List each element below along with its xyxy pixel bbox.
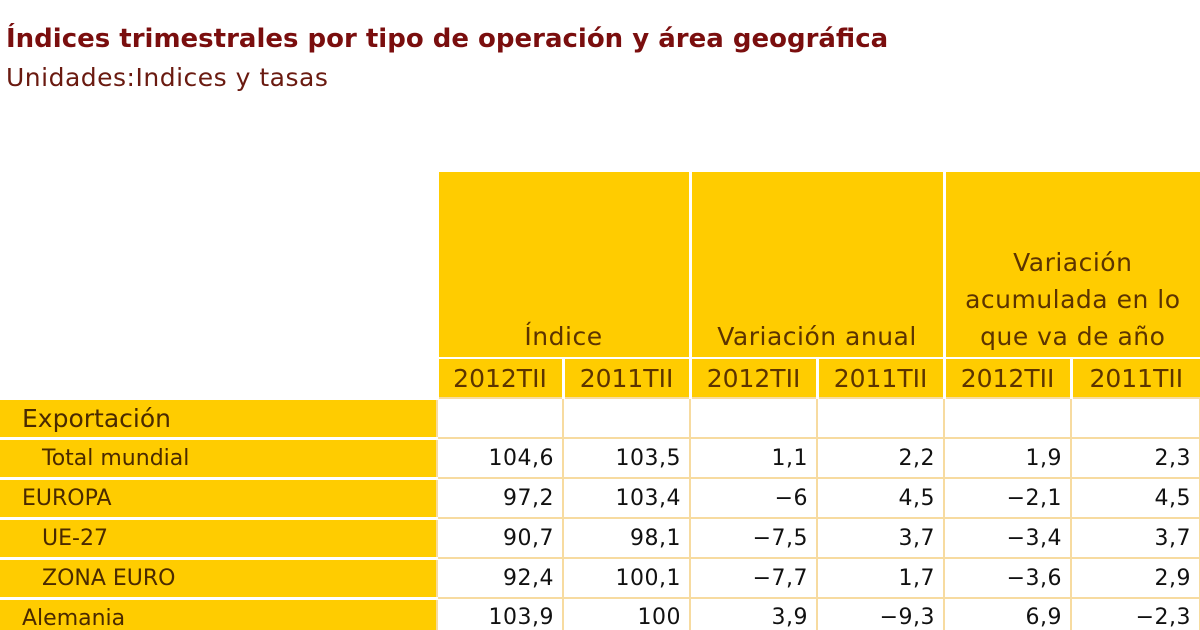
cell-value: 103,9	[436, 597, 564, 630]
cell-value: 1,1	[689, 437, 819, 479]
table-row: EUROPA 97,2 103,4 −6 4,5 −2,1 4,5	[0, 476, 1200, 519]
sub-header: 2011TII	[1069, 357, 1200, 398]
sub-header: 2011TII	[561, 357, 691, 398]
data-table: Índice Variación anual Variación acumula…	[0, 172, 1200, 630]
cell-value: −6	[689, 477, 819, 519]
title: Índices trimestrales por tipo de operaci…	[6, 24, 889, 54]
cell-value: 4,5	[1070, 477, 1200, 519]
cell-value: −7,5	[689, 517, 819, 559]
table-row: Exportación	[0, 396, 1200, 439]
cell-value	[816, 397, 946, 439]
cell-value: 3,7	[816, 517, 946, 559]
cell-value: 1,9	[943, 437, 1073, 479]
cell-value: 90,7	[436, 517, 564, 559]
cell-value	[1070, 397, 1200, 439]
group-header: Índice	[435, 172, 691, 358]
cell-value: 103,4	[561, 477, 692, 519]
cell-value: 98,1	[561, 517, 692, 559]
row-label: Exportación	[0, 396, 437, 438]
cell-value: 97,2	[436, 477, 564, 519]
cell-value: −3,6	[943, 557, 1073, 599]
cell-value: −2,3	[1070, 597, 1200, 630]
table-row: UE-27 90,7 98,1 −7,5 3,7 −3,4 3,7	[0, 516, 1200, 559]
cell-value	[689, 397, 819, 439]
table-row: Alemania 103,9 100 3,9 −9,3 6,9 −2,3	[0, 596, 1200, 630]
sub-header: 2012TII	[435, 357, 563, 398]
cell-value: 2,2	[816, 437, 946, 479]
group-header-row: Índice Variación anual Variación acumula…	[0, 172, 1200, 358]
cell-value: 3,7	[1070, 517, 1200, 559]
corner	[0, 358, 437, 398]
row-label: Total mundial	[0, 436, 437, 478]
cell-value: 2,9	[1070, 557, 1200, 599]
group-header: Variación anual	[688, 172, 945, 358]
cell-value: 3,9	[689, 597, 819, 630]
cell-value	[561, 397, 692, 439]
corner	[0, 172, 437, 358]
subtitle: Unidades:Indices y tasas	[6, 63, 329, 92]
table-row: ZONA EURO 92,4 100,1 −7,7 1,7 −3,6 2,9	[0, 556, 1200, 599]
sub-header-row: 2012TII 2011TII 2012TII 2011TII 2012TII …	[0, 357, 1200, 398]
cell-value	[436, 397, 564, 439]
cell-value: 2,3	[1070, 437, 1200, 479]
row-label: UE-27	[0, 516, 437, 558]
sub-header: 2011TII	[815, 357, 945, 398]
cell-value: 92,4	[436, 557, 564, 599]
cell-value: 4,5	[816, 477, 946, 519]
cell-value: 104,6	[436, 437, 564, 479]
cell-value: −3,4	[943, 517, 1073, 559]
cell-value: −9,3	[816, 597, 946, 630]
cell-value: 100	[561, 597, 692, 630]
row-label: ZONA EURO	[0, 556, 437, 598]
row-label: Alemania	[0, 596, 437, 630]
group-header: Variación acumulada en lo que va de año	[942, 172, 1200, 358]
cell-value: −2,1	[943, 477, 1073, 519]
sub-header: 2012TII	[942, 357, 1072, 398]
table-body: Índice Variación anual Variación acumula…	[0, 172, 1200, 630]
table-row: Total mundial 104,6 103,5 1,1 2,2 1,9 2,3	[0, 436, 1200, 479]
cell-value: −7,7	[689, 557, 819, 599]
sub-header: 2012TII	[688, 357, 818, 398]
cell-value: 103,5	[561, 437, 692, 479]
cell-value: 6,9	[943, 597, 1073, 630]
cell-value: 100,1	[561, 557, 692, 599]
cell-value	[943, 397, 1073, 439]
cell-value: 1,7	[816, 557, 946, 599]
row-label: EUROPA	[0, 476, 437, 518]
